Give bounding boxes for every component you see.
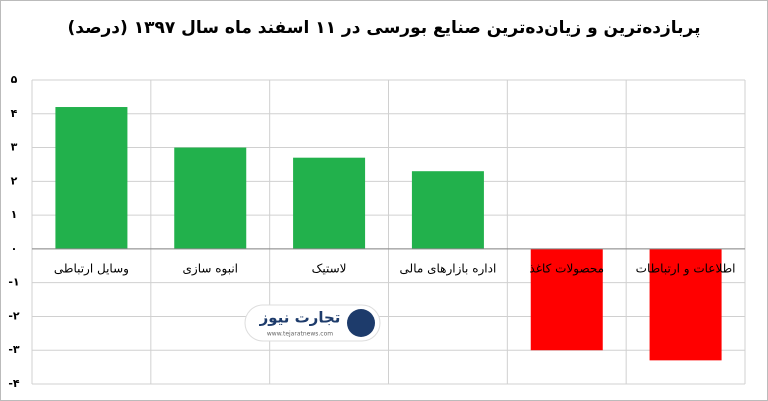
- bar: [530, 248, 603, 351]
- bar: [293, 157, 366, 249]
- y-tick-label: ۱: [11, 208, 18, 221]
- x-tick-label: انبوه سازی: [183, 261, 239, 276]
- y-tick-label: -۲: [8, 309, 20, 322]
- x-tick-label: محصولات کاغذ: [529, 261, 604, 276]
- bar: [174, 147, 247, 249]
- watermark-name: تجارت نیوز: [259, 309, 341, 327]
- x-tick-label: لاستیک: [312, 261, 347, 275]
- y-tick-label: ۲: [11, 174, 18, 187]
- x-tick-label: وسایل ارتباطی: [54, 261, 129, 276]
- watermark-logo: [347, 309, 375, 337]
- chart-title: پربازده‌ترین و زیان‌ده‌ترین صنایع بورسی …: [68, 18, 701, 38]
- watermark-box: [244, 304, 381, 342]
- y-tick-label: -۴: [8, 377, 20, 390]
- y-tick-label: ۳: [11, 141, 18, 154]
- y-tick-label: ۰: [11, 242, 18, 255]
- x-tick-label: اداره بازارهای مالی: [400, 261, 497, 276]
- y-tick-label: -۳: [8, 343, 20, 356]
- bar: [411, 171, 484, 249]
- y-tick-label: -۱: [8, 276, 19, 289]
- bar: [649, 248, 722, 361]
- bar: [55, 107, 128, 249]
- x-tick-label: اطلاعات و ارتباطات: [636, 261, 736, 276]
- y-tick-label: ۴: [11, 107, 18, 120]
- y-tick-label: ۵: [11, 73, 18, 86]
- watermark-url: www.tejaratnews.com: [267, 331, 333, 338]
